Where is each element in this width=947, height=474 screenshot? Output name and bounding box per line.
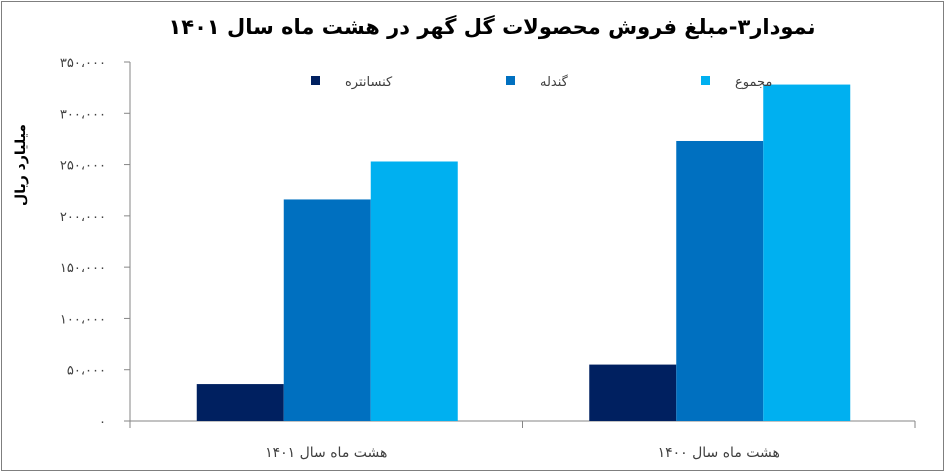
- bars: [196, 84, 851, 422]
- bar: [589, 364, 677, 421]
- bar: [676, 140, 764, 422]
- y-tick-label: ۲۰۰،۰۰۰: [60, 210, 106, 225]
- y-tick-label: ۱۵۰،۰۰۰: [60, 261, 106, 276]
- x-category-label: هشت ماه سال ۱۴۰۰: [658, 445, 780, 461]
- legend-label: مجموع: [735, 75, 772, 90]
- y-tick-label: ۲۵۰،۰۰۰: [60, 159, 106, 174]
- legend-swatch: [506, 76, 515, 85]
- x-category-label: هشت ماه سال ۱۴۰۱: [265, 445, 387, 461]
- legend-label: کنسانتره: [345, 75, 393, 90]
- legend-label: گندله: [540, 74, 569, 90]
- bar: [196, 384, 284, 421]
- y-tick-label: ۳۵۰،۰۰۰: [60, 56, 106, 71]
- y-axis-label: میلیارد ریال: [13, 124, 29, 206]
- legend-swatch: [311, 76, 320, 85]
- y-tick-label: ۱۰۰،۰۰۰: [60, 312, 106, 327]
- legend-swatch: [701, 76, 710, 85]
- bar: [763, 84, 851, 422]
- y-tick-label: ۳۰۰،۰۰۰: [60, 107, 106, 122]
- legend: کنسانتره گندله مجموع: [311, 74, 772, 90]
- bar: [283, 199, 371, 421]
- bar: [370, 161, 458, 421]
- y-tick-label: ۵۰،۰۰۰: [67, 364, 106, 379]
- y-tick-label: ۰: [99, 415, 106, 430]
- chart-title: نمودار۳-مبلغ فروش محصولات گل گهر در هشت …: [168, 14, 815, 39]
